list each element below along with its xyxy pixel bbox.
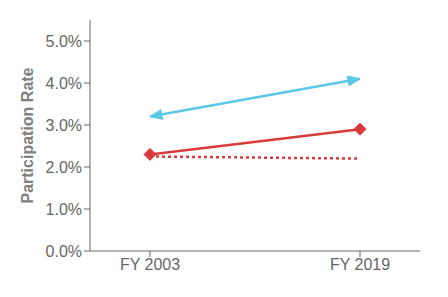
svg-text:Participation Rate: Participation Rate (19, 67, 36, 203)
svg-text:4.0%: 4.0% (46, 75, 82, 92)
svg-text:1.0%: 1.0% (46, 201, 82, 218)
svg-text:5.0%: 5.0% (46, 33, 82, 50)
svg-text:2.0%: 2.0% (46, 159, 82, 176)
svg-text:FY 2019: FY 2019 (330, 256, 390, 273)
svg-text:0.0%: 0.0% (46, 243, 82, 260)
svg-text:FY 2003: FY 2003 (120, 256, 180, 273)
svg-text:3.0%: 3.0% (46, 117, 82, 134)
